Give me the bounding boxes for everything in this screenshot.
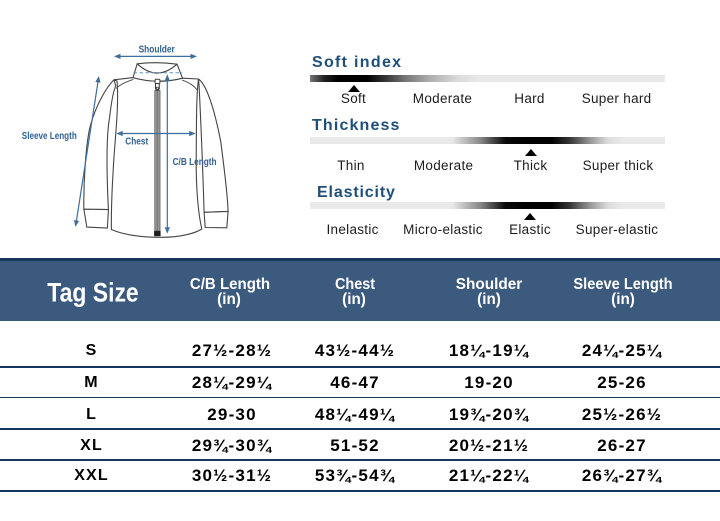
svg-text:Chest: Chest	[125, 137, 148, 148]
svg-text:Shoulder: Shoulder	[139, 44, 175, 55]
svg-text:Sleeve Length: Sleeve Length	[22, 131, 77, 142]
svg-text:C/B Length: C/B Length	[173, 157, 217, 168]
